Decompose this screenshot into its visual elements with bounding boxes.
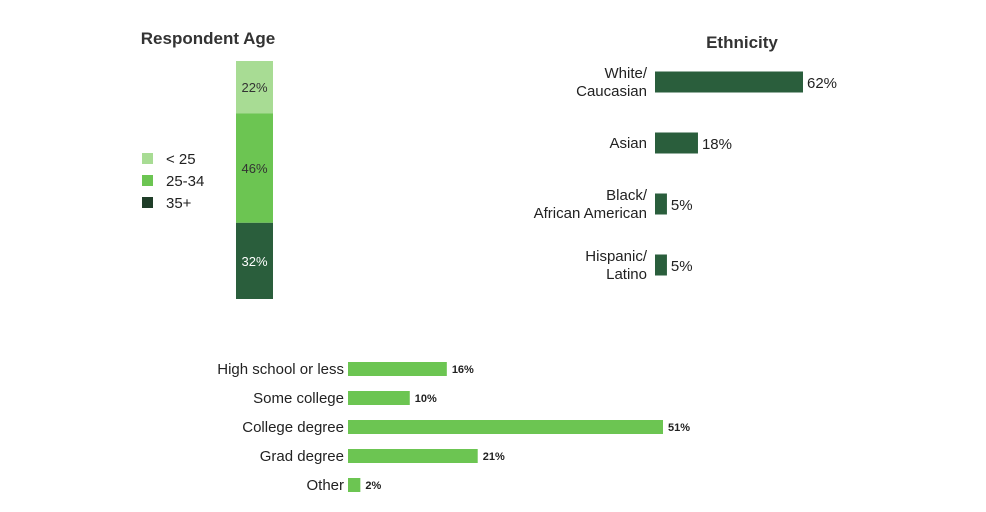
education-value-label: 51% [668,422,690,434]
age-stacked-bar: 22% 46% 32% [236,61,273,299]
age-chart: Respondent Age < 25 25-34 35+ 22% 46% 32% [141,29,275,299]
legend-label: 35+ [166,195,192,212]
education-bars: 16% High school or less 10% Some college 51%… [217,361,690,494]
age-segment-1 [236,61,273,114]
education-value-label: 10% [415,393,437,405]
ethnicity-bar [655,71,803,93]
age-legend: < 25 25-34 35+ [142,151,204,212]
age-segment-label: 22% [241,80,267,95]
ethnicity-category-label: Asian [609,135,647,152]
ethnicity-bar [655,132,698,154]
ethnicity-value-label: 5% [671,258,693,275]
legend-swatch [142,197,153,208]
ethnicity-category-label: Latino [606,266,647,283]
ethnicity-category-label: Black/ [606,187,648,204]
legend-swatch [142,153,153,164]
education-category-label: College degree [242,419,344,436]
education-value-label: 16% [452,364,474,376]
legend-label: 25-34 [166,173,204,190]
ethnicity-chart: Ethnicity 62% White/Caucasian 18% Asian 5% Bl… [534,33,837,283]
education-chart: 16% High school or less 10% Some college 51%… [217,361,690,494]
ethnicity-value-label: 18% [702,136,732,153]
age-chart-title: Respondent Age [141,29,275,48]
age-segment-label: 32% [241,254,267,269]
ethnicity-category-label: African American [534,205,647,222]
ethnicity-value-label: 5% [671,197,693,214]
education-category-label: High school or less [217,361,344,378]
age-segment-3 [236,222,273,299]
ethnicity-value-label: 62% [807,75,837,92]
education-bar [348,362,447,376]
education-category-label: Grad degree [260,448,344,465]
education-value-label: 21% [483,451,505,463]
ethnicity-category-label: White/ [604,65,647,82]
age-segment-2 [236,113,273,223]
ethnicity-chart-title: Ethnicity [706,33,778,52]
education-bar [348,420,663,434]
education-category-label: Other [306,477,344,494]
education-bar [348,449,478,463]
legend-label: < 25 [166,151,196,168]
education-value-label: 2% [365,480,381,492]
legend-swatch [142,175,153,186]
education-bar [348,391,410,405]
age-segment-label: 46% [241,161,267,176]
ethnicity-category-label: Caucasian [576,83,647,100]
ethnicity-bar [655,254,667,276]
education-bar [348,478,361,492]
ethnicity-category-label: Hispanic/ [585,248,648,265]
ethnicity-bars: 62% White/Caucasian 18% Asian 5% Black/Africa… [534,65,837,283]
ethnicity-bar [655,193,667,215]
education-category-label: Some college [253,390,344,407]
